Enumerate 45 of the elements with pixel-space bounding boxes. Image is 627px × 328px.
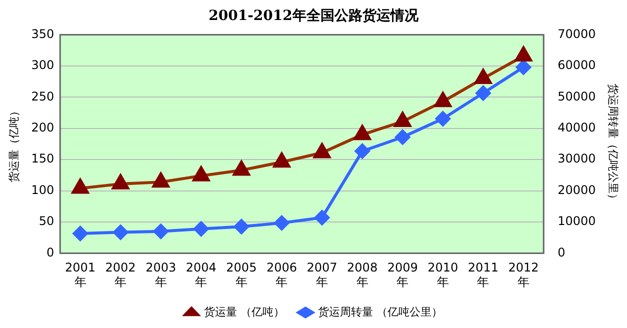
point [113, 224, 128, 240]
y-tick-label: 100 [31, 182, 54, 197]
point [72, 226, 88, 242]
y2-tick-label: 60000 [558, 58, 596, 72]
x-tick-label: 2008年 [347, 260, 378, 289]
x-tick-label: 2005年 [226, 260, 257, 289]
y2-tick-label: 0 [558, 245, 566, 260]
chart-title: 2001-2012年全国公路货运情况 [208, 8, 420, 24]
legend-label: 货运量 （亿吨） [204, 305, 285, 318]
y-tick-label: 150 [31, 152, 54, 166]
x-tick-label: 2012年 [508, 260, 539, 289]
y2-axis-title: 货运周转量（亿吨公里） [606, 84, 620, 204]
y-axis-title: 货运量（亿吨） [7, 106, 20, 182]
y-tick-label: 250 [31, 89, 54, 104]
x-tick-label: 2004年 [186, 260, 216, 289]
y-tick-label: 200 [31, 120, 54, 135]
x-tick-label: 2010年 [428, 260, 458, 289]
point [314, 210, 330, 226]
y2-tick-label: 70000 [558, 26, 596, 41]
point [395, 130, 410, 145]
y-tick-label: 0 [46, 245, 54, 260]
point [234, 219, 249, 234]
legend-label: 货运周转量 （亿吨公里） [318, 305, 442, 318]
x-tick-label: 2003年 [146, 260, 176, 289]
point [516, 60, 531, 75]
y2-tick-label: 30000 [558, 152, 596, 166]
x-tick-label: 2011年 [468, 260, 498, 289]
point [153, 224, 168, 239]
point [435, 111, 450, 126]
point [194, 221, 209, 236]
x-tick-label: 2007年 [306, 260, 338, 289]
y-tick-label: 50 [38, 214, 54, 228]
y-tick-label: 350 [31, 26, 54, 41]
y2-tick-label: 20000 [558, 182, 596, 197]
y-tick-label: 300 [31, 58, 54, 72]
x-tick-label: 2009年 [387, 260, 418, 289]
y2-tick-label: 40000 [558, 120, 596, 135]
y2-tick-label: 50000 [558, 89, 596, 104]
point [354, 144, 370, 159]
point [274, 215, 290, 230]
x-tick-label: 2002年 [105, 260, 136, 289]
point [476, 86, 491, 101]
x-tick-label: 2006年 [266, 260, 297, 289]
x-tick-label: 2001年 [64, 260, 96, 289]
y2-tick-label: 10000 [558, 214, 596, 228]
